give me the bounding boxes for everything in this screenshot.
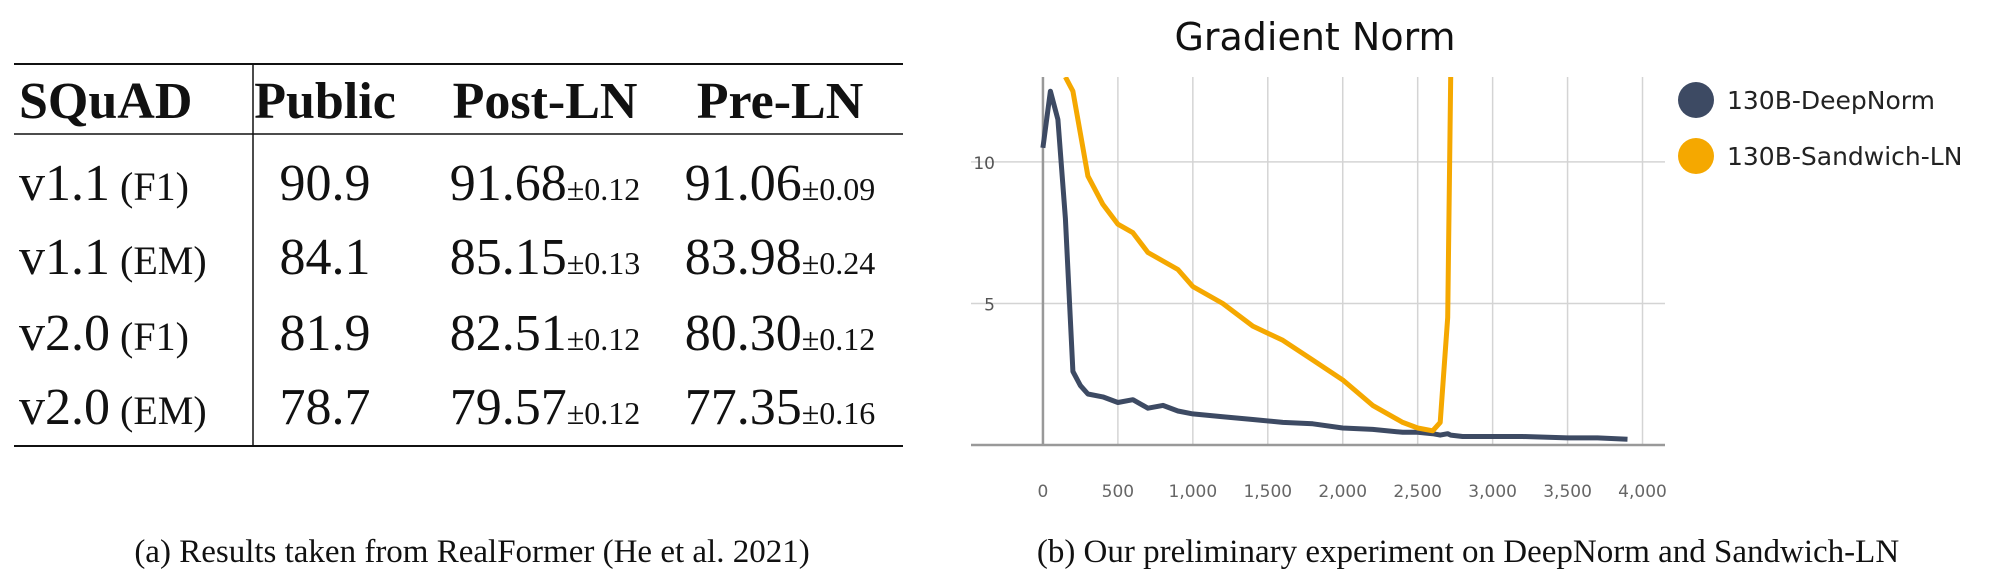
cell-mean: 81.9 bbox=[280, 305, 371, 362]
table-cell: 83.98±0.24 bbox=[685, 229, 876, 286]
cell-mean: 90.9 bbox=[280, 155, 371, 212]
cell-pm: ±0.13 bbox=[567, 245, 641, 281]
cell-mean: 80.30 bbox=[685, 305, 802, 362]
cell-mean: 85.15 bbox=[450, 229, 567, 286]
legend-label: 130B-DeepNorm bbox=[1727, 86, 1935, 115]
row-metric: (F1) bbox=[120, 164, 189, 209]
cell-mean: 84.1 bbox=[280, 229, 371, 286]
caption: (a) Results taken from RealFormer (He et… bbox=[134, 534, 809, 570]
series-line bbox=[1063, 77, 1454, 434]
cell-mean: 82.51 bbox=[450, 305, 567, 362]
table-cell: 85.15±0.13 bbox=[450, 229, 641, 286]
x-tick-label: 0 bbox=[1038, 482, 1049, 502]
row-metric: (F1) bbox=[120, 314, 189, 359]
x-tick-label: 4,000 bbox=[1618, 482, 1667, 502]
table-cell: 91.68±0.12 bbox=[450, 155, 641, 212]
x-tick-label: 2,500 bbox=[1393, 482, 1442, 502]
cell-mean: 91.68 bbox=[450, 155, 567, 212]
y-tick-label: 10 bbox=[973, 154, 995, 174]
cell-pm: ±0.12 bbox=[802, 321, 876, 357]
cell-mean: 91.06 bbox=[685, 155, 802, 212]
row-version: v1.1 bbox=[19, 229, 110, 286]
cell-pm: ±0.24 bbox=[802, 245, 876, 281]
chart-title: Gradient Norm bbox=[1174, 15, 1455, 59]
row-label: v2.0 (EM) bbox=[19, 379, 207, 436]
row-label: v1.1 (EM) bbox=[19, 229, 207, 286]
table-cell: 90.9 bbox=[280, 155, 371, 212]
legend-marker bbox=[1678, 82, 1714, 118]
row-label: v2.0 (F1) bbox=[19, 305, 189, 362]
cell-mean: 79.57 bbox=[450, 379, 567, 436]
table-cell: 77.35±0.16 bbox=[685, 379, 876, 436]
legend-label: 130B-Sandwich-LN bbox=[1727, 142, 1962, 171]
cell-pm: ±0.12 bbox=[567, 321, 641, 357]
cell-pm: ±0.09 bbox=[802, 171, 876, 207]
table-header: Post-LN bbox=[453, 73, 638, 130]
table-header: SQuAD bbox=[19, 73, 192, 130]
x-tick-label: 1,500 bbox=[1243, 482, 1292, 502]
row-metric: (EM) bbox=[120, 238, 207, 283]
row-version: v2.0 bbox=[19, 379, 110, 436]
table-cell: 91.06±0.09 bbox=[685, 155, 876, 212]
cell-pm: ±0.16 bbox=[802, 395, 876, 431]
table-cell: 82.51±0.12 bbox=[450, 305, 641, 362]
table-header: Public bbox=[254, 73, 396, 130]
x-tick-label: 3,000 bbox=[1468, 482, 1517, 502]
x-tick-label: 2,000 bbox=[1318, 482, 1367, 502]
caption: (b) Our preliminary experiment on DeepNo… bbox=[1037, 534, 1899, 570]
table-header: Pre-LN bbox=[697, 73, 864, 130]
series-line bbox=[1040, 88, 1628, 442]
table-cell: 84.1 bbox=[280, 229, 371, 286]
table-cell: 78.7 bbox=[280, 379, 371, 436]
x-tick-label: 1,000 bbox=[1169, 482, 1218, 502]
x-tick-label: 3,500 bbox=[1543, 482, 1592, 502]
cell-pm: ±0.12 bbox=[567, 395, 641, 431]
legend-marker bbox=[1678, 138, 1714, 174]
x-tick-label: 500 bbox=[1102, 482, 1134, 502]
cell-mean: 83.98 bbox=[685, 229, 802, 286]
row-version: v1.1 bbox=[19, 155, 110, 212]
row-version: v2.0 bbox=[19, 305, 110, 362]
table-cell: 81.9 bbox=[280, 305, 371, 362]
table-cell: 79.57±0.12 bbox=[450, 379, 641, 436]
cell-mean: 78.7 bbox=[280, 379, 371, 436]
table-cell: 80.30±0.12 bbox=[685, 305, 876, 362]
y-tick-label: 5 bbox=[984, 295, 995, 315]
cell-pm: ±0.12 bbox=[567, 171, 641, 207]
row-metric: (EM) bbox=[120, 388, 207, 433]
cell-mean: 77.35 bbox=[685, 379, 802, 436]
row-label: v1.1 (F1) bbox=[19, 155, 189, 212]
